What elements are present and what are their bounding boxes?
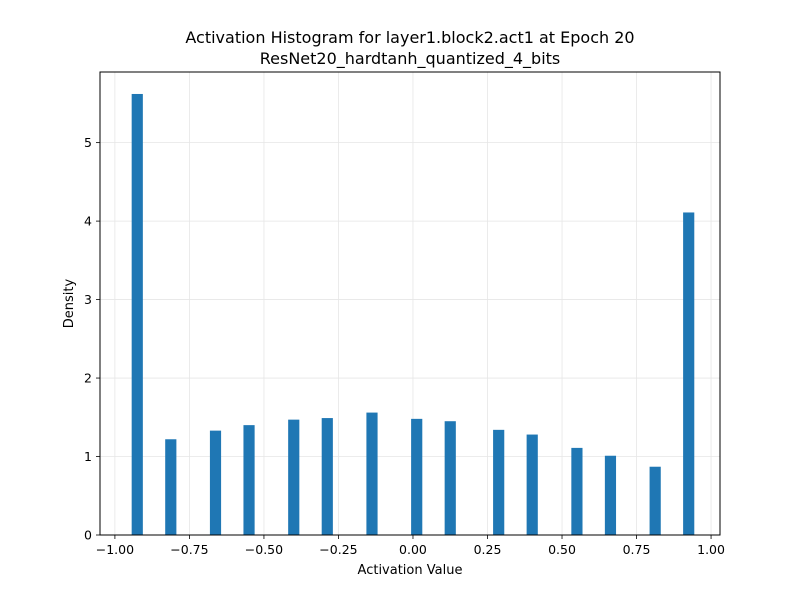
x-tick-label: 0.50 — [548, 542, 576, 557]
grid — [100, 72, 720, 536]
x-tick-label: −0.50 — [245, 542, 283, 557]
y-tick-label: 1 — [84, 449, 92, 464]
x-axis-label: Activation Value — [358, 563, 463, 578]
plot-frame — [99, 71, 721, 536]
histogram-bar — [411, 418, 423, 535]
x-tick-label: 0.25 — [474, 542, 502, 557]
x-tick-label: −1.00 — [96, 542, 134, 557]
y-axis-label: Density — [62, 278, 77, 328]
histogram-bar — [444, 421, 456, 535]
y-tick-label: 5 — [84, 135, 92, 150]
y-tick-label: 3 — [84, 292, 92, 307]
histogram-bar — [131, 93, 143, 536]
chart-subtitle: ResNet20_hardtanh_quantized_4_bits — [260, 49, 561, 69]
x-tick-label: 0.00 — [399, 542, 427, 557]
histogram-bar — [526, 434, 538, 535]
bars — [131, 93, 695, 536]
histogram-bar — [649, 466, 661, 535]
y-tick-label: 0 — [84, 528, 92, 543]
y-tick-label: 2 — [84, 371, 92, 386]
y-tick-label: 4 — [84, 214, 92, 229]
x-tick-label: −0.75 — [170, 542, 208, 557]
histogram-bar — [321, 418, 333, 535]
chart-title: Activation Histogram for layer1.block2.a… — [185, 28, 634, 47]
x-tick-label: 0.75 — [623, 542, 651, 557]
x-tick-label: −0.25 — [319, 542, 357, 557]
histogram-bar — [683, 212, 695, 536]
x-tick-label: 1.00 — [697, 542, 725, 557]
histogram-bar — [604, 455, 617, 535]
histogram-bar — [493, 429, 505, 535]
histogram-bar — [165, 439, 177, 535]
histogram-bar — [209, 430, 222, 535]
ticks: −1.00 −0.75 −0.50 −0.25 0.00 0.25 0.50 0.75 1.00… — [84, 135, 725, 557]
histogram-bar — [288, 419, 300, 535]
histogram-bar — [243, 425, 255, 535]
histogram-bar — [571, 447, 583, 535]
histogram-bar — [366, 412, 378, 535]
